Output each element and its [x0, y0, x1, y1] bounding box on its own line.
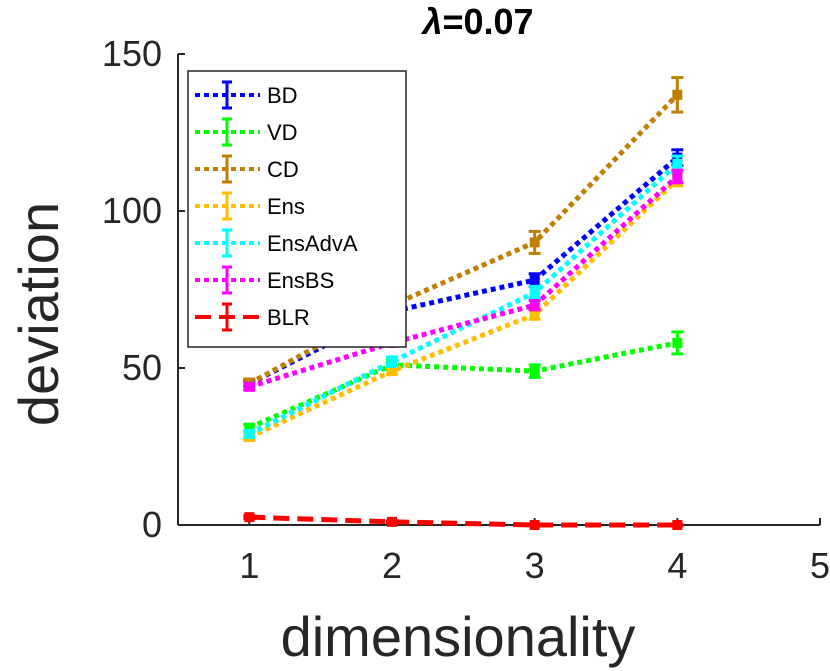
- data-point: [387, 516, 397, 527]
- data-point: [529, 287, 540, 298]
- legend-items: BD VD CD Ens EnsAdvA EnsBS BLR: [195, 80, 358, 332]
- data-point: [244, 381, 255, 392]
- data-point: [387, 366, 397, 377]
- y-tick-label: 150: [102, 33, 162, 74]
- data-point: [529, 237, 540, 248]
- title-lambda: λ: [420, 1, 442, 42]
- data-point: [672, 337, 683, 348]
- y-tick-label: 50: [122, 347, 162, 388]
- x-tick-label: 4: [667, 545, 687, 586]
- x-tick-label: 5: [810, 545, 830, 586]
- data-point: [529, 366, 540, 377]
- series-line: [248, 177, 680, 440]
- data-point: [529, 275, 540, 286]
- legend-label: BD: [267, 83, 298, 108]
- x-axis-label: dimensionality: [281, 605, 636, 668]
- x-tick-label: 2: [382, 545, 402, 586]
- data-point: [529, 309, 540, 320]
- series-line: [249, 514, 678, 528]
- x-tick-label: 3: [525, 545, 545, 586]
- legend-item-vd: VD: [195, 117, 298, 147]
- data-point: [244, 428, 255, 439]
- legend-item-bd: BD: [195, 80, 298, 110]
- legend-item-ensadva: EnsAdvA: [195, 228, 358, 258]
- legend-label: BLR: [267, 305, 310, 330]
- legend-label: CD: [267, 157, 299, 182]
- data-point: [672, 520, 683, 530]
- data-point: [672, 171, 683, 182]
- data-point: [387, 356, 397, 367]
- data-point: [244, 512, 255, 523]
- legend-label: Ens: [267, 194, 305, 219]
- legend-item-blr: BLR: [195, 302, 310, 332]
- data-point: [672, 158, 683, 169]
- chart-title: λ=0.07: [420, 1, 533, 42]
- legend-label: EnsBS: [267, 268, 334, 293]
- data-point: [672, 89, 683, 100]
- legend-box: [187, 70, 407, 348]
- legend: BD VD CD Ens EnsAdvA EnsBS BLR: [187, 70, 407, 348]
- series-line: [248, 340, 678, 430]
- legend-label: VD: [267, 120, 298, 145]
- y-tick-label: 0: [142, 504, 162, 545]
- legend-item-ensbs: EnsBS: [195, 265, 334, 295]
- y-axis-label: deviation: [7, 202, 70, 426]
- legend-label: EnsAdvA: [267, 231, 358, 256]
- data-point: [244, 422, 255, 433]
- series-line: [248, 155, 679, 386]
- title-value: =0.07: [442, 1, 533, 42]
- legend-item-ens: Ens: [195, 191, 305, 221]
- series-line: [248, 174, 680, 390]
- data-point: [529, 300, 540, 311]
- y-tick-label: 100: [102, 190, 162, 231]
- x-tick-label: 1: [239, 545, 259, 586]
- data-point: [529, 520, 540, 530]
- series-line: [248, 162, 680, 437]
- series-blr: [243, 512, 684, 530]
- legend-item-cd: CD: [195, 154, 299, 184]
